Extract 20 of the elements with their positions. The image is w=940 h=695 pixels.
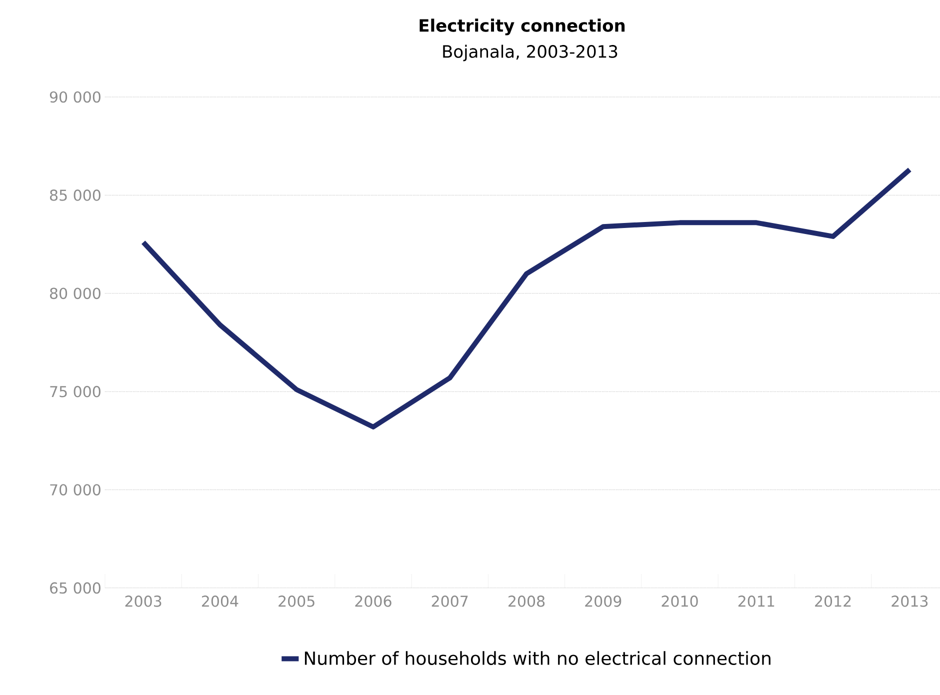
chart-title: Electricity connection xyxy=(420,18,625,36)
y-tick-label: 70 000 xyxy=(50,484,100,496)
y-tick-label: 65 000 xyxy=(50,582,100,594)
x-tick-label: 2003 xyxy=(125,596,162,607)
y-tick-label: 90 000 xyxy=(50,91,100,103)
legend-label: Number of households with no electrical connection xyxy=(304,651,770,666)
x-tick-label: 2005 xyxy=(278,596,314,607)
y-tick-label: 85 000 xyxy=(50,190,100,201)
x-tick-label: 2007 xyxy=(432,596,468,607)
x-tick-label: 2011 xyxy=(738,596,774,607)
x-tick-label: 2009 xyxy=(585,596,622,607)
chart-subtitle: Bojanala, 2003-2013 xyxy=(443,44,618,62)
y-tick-label: 80 000 xyxy=(50,288,100,300)
x-tick-label: 2008 xyxy=(508,596,545,607)
x-tick-label: 2004 xyxy=(202,596,238,607)
x-tick-label: 2012 xyxy=(815,596,851,607)
x-tick-label: 2006 xyxy=(355,596,392,607)
y-tick-label: 75 000 xyxy=(50,386,100,398)
x-tick-label: 2010 xyxy=(662,596,698,607)
x-tick-label: 2013 xyxy=(892,596,928,607)
